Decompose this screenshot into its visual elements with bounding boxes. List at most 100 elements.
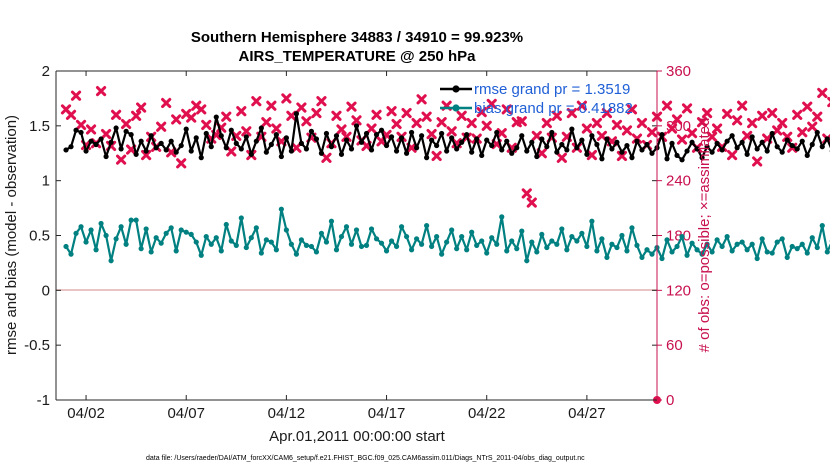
- bias-point: [774, 239, 780, 245]
- rmse-point: [363, 130, 370, 137]
- bias-point: [664, 237, 670, 243]
- rmse-point: [544, 144, 550, 150]
- bias-point: [814, 244, 820, 251]
- obs-marker: [616, 150, 628, 162]
- legend-rmse-label: rmse grand pr = 1.3519: [474, 81, 630, 98]
- bias-point: [619, 232, 625, 239]
- rmse-point: [258, 125, 264, 131]
- bias-point: [519, 228, 525, 234]
- bias-point: [78, 224, 84, 230]
- rmse-point: [414, 145, 420, 151]
- obs-marker: [671, 114, 683, 125]
- obs-marker: [777, 117, 788, 129]
- rmse-point: [168, 138, 174, 144]
- obs-marker: [737, 100, 748, 111]
- rmse-point: [799, 138, 805, 144]
- bias-point: [659, 255, 665, 262]
- bias-point: [429, 243, 435, 250]
- bias-point: [609, 241, 615, 247]
- obs-marker: [496, 128, 507, 139]
- rmse-point: [88, 138, 94, 144]
- rmse-point: [499, 147, 505, 153]
- y-left-tick-label: 1.5: [29, 118, 50, 135]
- y-left-tick-label: 1: [42, 173, 50, 190]
- bias-point: [824, 249, 830, 255]
- obs-marker: [772, 125, 783, 136]
- bias-point: [363, 242, 370, 248]
- rmse-point: [278, 153, 284, 160]
- y-right-tick-label: 0: [666, 392, 674, 409]
- rmse-point: [303, 146, 310, 152]
- rmse-point: [263, 149, 269, 155]
- rmse-point: [689, 139, 695, 145]
- obs-marker: [757, 110, 768, 121]
- y-right-tick-label: 360: [666, 63, 691, 80]
- bias-point: [614, 244, 620, 251]
- obs-marker: [646, 127, 658, 138]
- obs-marker: [446, 126, 457, 137]
- bias-point: [719, 243, 725, 250]
- rmse-point: [393, 148, 400, 154]
- rmse-point: [118, 146, 124, 152]
- rmse-point: [509, 150, 515, 156]
- bias-point: [644, 247, 650, 253]
- rmse-point: [353, 123, 360, 129]
- bias-point: [679, 233, 685, 240]
- obs-marker: [291, 142, 302, 153]
- rmse-point: [669, 140, 675, 146]
- rmse-point: [113, 125, 119, 131]
- obs-marker: [286, 110, 297, 121]
- obs-marker: [311, 107, 322, 119]
- obs-marker: [201, 119, 212, 131]
- rmse-point: [519, 133, 525, 139]
- bias-point: [328, 218, 335, 224]
- rmse-point: [754, 146, 760, 152]
- bias-point: [408, 247, 415, 253]
- obs-marker: [611, 119, 623, 131]
- rmse-point: [288, 148, 294, 154]
- y-left-tick-label: 0: [42, 282, 50, 299]
- obs-marker: [346, 101, 357, 112]
- rmse-point: [238, 146, 244, 152]
- bias-point: [243, 244, 249, 251]
- bias-point: [759, 236, 765, 242]
- rmse-point: [273, 132, 279, 138]
- bias-point: [799, 241, 805, 247]
- rmse-point: [148, 133, 154, 139]
- bias-point: [263, 237, 269, 243]
- bias-point: [699, 251, 705, 257]
- rmse-point: [128, 132, 134, 138]
- obs-marker: [336, 124, 347, 135]
- rmse-point: [629, 155, 635, 161]
- rmse-point: [774, 144, 780, 150]
- obs-marker: [226, 146, 237, 157]
- bias-point: [343, 224, 350, 230]
- rmse-point: [253, 138, 259, 144]
- bias-point: [789, 243, 795, 250]
- rmse-point: [494, 129, 500, 136]
- bias-point: [419, 241, 425, 247]
- chart-title: Southern Hemisphere 34883 / 34910 = 99.9…: [191, 29, 523, 46]
- obs-marker: [742, 130, 753, 141]
- rmse-point: [679, 157, 685, 163]
- bias-point: [238, 215, 244, 221]
- bias-point: [539, 231, 545, 238]
- obs-marker: [426, 128, 437, 140]
- rmse-point: [248, 151, 254, 157]
- bias-point: [809, 235, 815, 241]
- bias-point: [188, 231, 194, 238]
- y-left-tick-label: -1: [37, 392, 50, 409]
- rmse-point: [564, 147, 570, 153]
- bias-point: [113, 236, 119, 242]
- rmse-point: [759, 139, 765, 145]
- y-left-tick-label: -0.5: [24, 337, 50, 354]
- obs-marker: [416, 94, 427, 105]
- rmse-point: [98, 136, 104, 142]
- obs-marker: [626, 104, 638, 115]
- bias-point: [769, 250, 775, 256]
- y-right-label: # of obs: o=possible; ×=assimilated: [696, 118, 713, 353]
- y-right-tick-label: 240: [666, 173, 691, 190]
- rmse-point: [594, 141, 600, 148]
- bias-point: [168, 225, 174, 231]
